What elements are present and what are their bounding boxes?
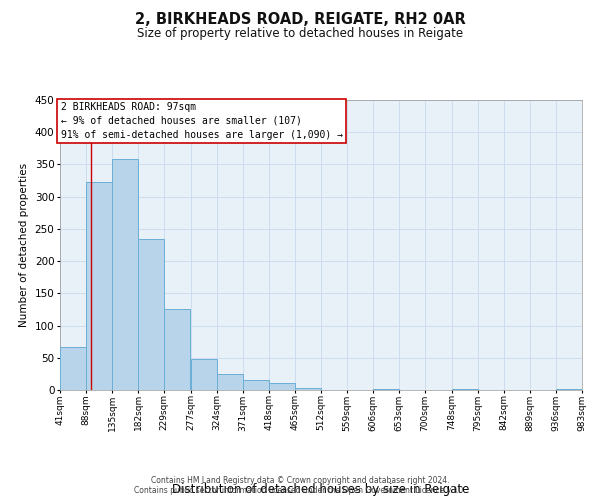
Bar: [217, 374, 243, 390]
Bar: [269, 383, 295, 390]
Bar: [164, 309, 190, 390]
Text: 2 BIRKHEADS ROAD: 97sqm
← 9% of detached houses are smaller (107)
91% of semi-de: 2 BIRKHEADS ROAD: 97sqm ← 9% of detached…: [61, 102, 343, 140]
Bar: [86, 182, 112, 390]
Y-axis label: Number of detached properties: Number of detached properties: [19, 163, 29, 327]
Text: Contains public sector information licensed under the Open Government Licence v3: Contains public sector information licen…: [134, 486, 466, 495]
Bar: [295, 388, 321, 390]
Text: Contains HM Land Registry data © Crown copyright and database right 2024.: Contains HM Land Registry data © Crown c…: [151, 476, 449, 485]
Bar: [191, 359, 217, 390]
Bar: [112, 160, 138, 390]
X-axis label: Distribution of detached houses by size in Reigate: Distribution of detached houses by size …: [172, 484, 470, 496]
Bar: [243, 380, 269, 390]
Text: Size of property relative to detached houses in Reigate: Size of property relative to detached ho…: [137, 28, 463, 40]
Bar: [60, 347, 86, 390]
Text: 2, BIRKHEADS ROAD, REIGATE, RH2 0AR: 2, BIRKHEADS ROAD, REIGATE, RH2 0AR: [134, 12, 466, 28]
Bar: [138, 239, 164, 390]
